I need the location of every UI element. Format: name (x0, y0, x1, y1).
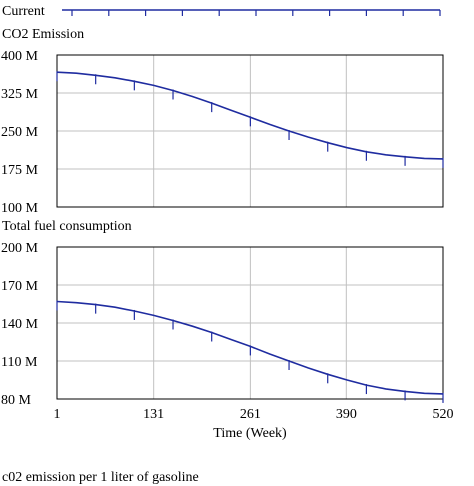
x-tick-label: 261 (240, 407, 261, 422)
y-tick-label: 250 M (1, 125, 39, 140)
chart-title-fuel: Total fuel consumption (2, 219, 132, 234)
y-tick-label: 175 M (1, 163, 39, 178)
y-tick-label: 80 M (1, 393, 32, 408)
y-tick-label: 200 M (1, 241, 39, 256)
x-tick-label: 520 (433, 407, 454, 422)
chart-fuel-consumption: Total fuel consumption 80 M 110 M 140 M 170… (1, 219, 454, 422)
legend-line (62, 9, 441, 16)
x-tick-label: 1 (54, 407, 61, 422)
plot-frame (56, 246, 444, 400)
plot-frame (56, 54, 444, 208)
chart-co2-plot: 100 M 175 M 250 M 325 M 400 M (1, 49, 444, 216)
chart-title-co2: CO2 Emission (2, 27, 84, 42)
y-tick-label: 140 M (1, 317, 39, 332)
chart-fuel-plot: 80 M 110 M 140 M 170 M 200 M 1 131 261 390 520 (1, 241, 454, 422)
y-tick-label: 170 M (1, 279, 39, 294)
footer-text: c02 emission per 1 liter of gasoline (2, 470, 199, 485)
legend-label: Current (2, 4, 45, 19)
x-tick-label: 131 (143, 407, 164, 422)
y-tick-label: 100 M (1, 201, 39, 216)
legend: Current (2, 4, 441, 19)
x-axis-label: Time (Week) (213, 426, 287, 441)
y-tick-label: 110 M (1, 355, 38, 370)
chart-co2-emission: CO2 Emission 100 M 175 M 250 M 325 M 400 M (1, 27, 444, 216)
y-tick-label: 325 M (1, 87, 39, 102)
x-tick-label: 390 (336, 407, 357, 422)
y-tick-label: 400 M (1, 49, 39, 64)
